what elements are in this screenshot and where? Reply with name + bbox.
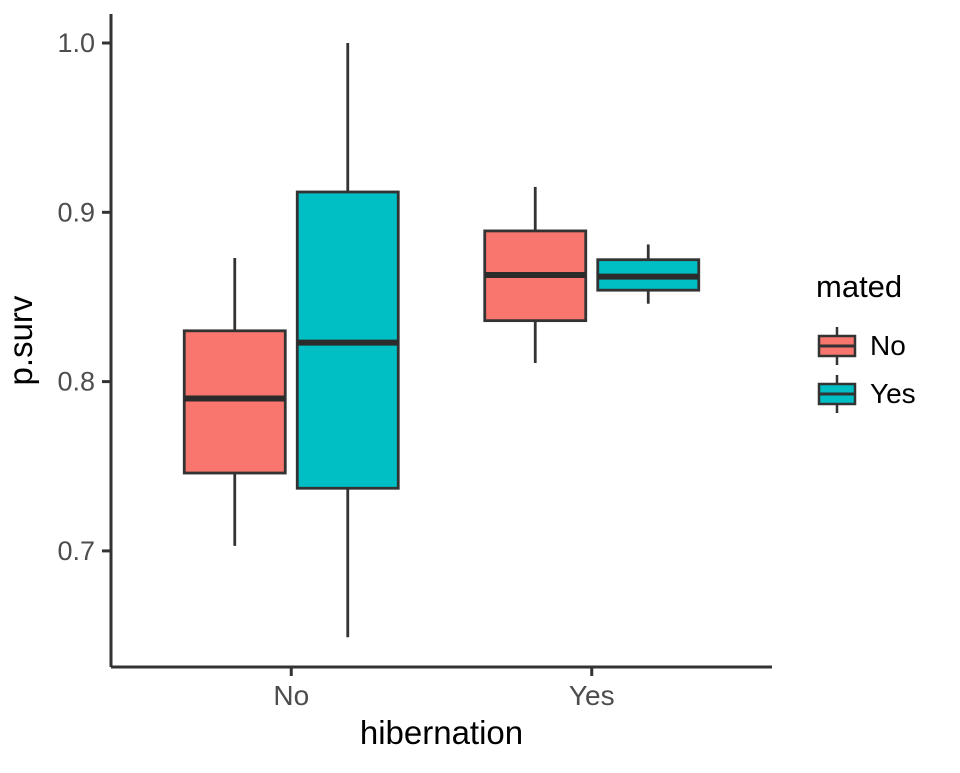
legend: mated No Yes — [816, 270, 916, 418]
legend-label-yes: Yes — [870, 378, 916, 409]
legend-label-no: No — [870, 330, 906, 361]
y-tick-label: 0.9 — [57, 197, 95, 227]
legend-item-yes: Yes — [816, 370, 916, 418]
y-axis-title: p.surv — [2, 295, 39, 385]
legend-title: mated — [816, 269, 903, 304]
legend-key-boxplot-icon — [817, 327, 857, 365]
y-tick-label: 0.8 — [57, 367, 95, 397]
x-tick-label: No — [273, 680, 309, 711]
legend-item-no: No — [816, 322, 916, 370]
y-tick-label: 0.7 — [57, 536, 95, 566]
x-axis-title: hibernation — [360, 714, 523, 751]
x-tick-label: Yes — [569, 680, 615, 711]
box-iqr — [182, 329, 287, 475]
y-tick-label: 1.0 — [57, 28, 95, 58]
legend-key-boxplot-icon — [817, 375, 857, 413]
